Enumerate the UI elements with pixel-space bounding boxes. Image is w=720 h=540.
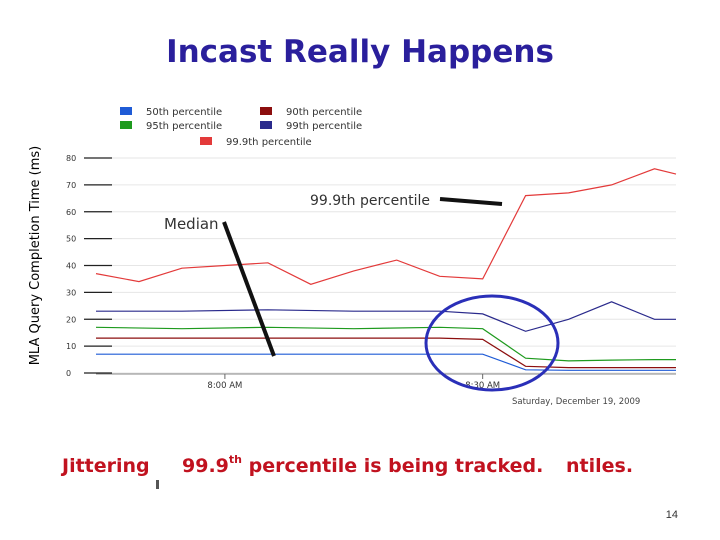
annotation-median: Median [164,215,219,233]
legend-swatch [260,107,272,115]
x-tick-label: 8:30 AM [465,381,500,391]
x-tick-label: 8:00 AM [207,381,242,391]
caption-rest: percentile is being tracked. [241,455,544,477]
highlight-ellipse [424,294,560,392]
caption-number: 99.9 [182,455,229,477]
slide-title: Incast Really Happens [166,34,554,70]
caption-part-1: Jittering [62,455,150,477]
legend-swatch [120,121,132,129]
y-tick-label: 70 [66,181,76,190]
legend-label: 90th percentile [286,107,362,118]
legend-swatch [260,121,272,129]
legend: 50th percentile 90th percentile 95th perce… [120,107,362,148]
series-lines [95,168,677,371]
y-tick-label: 10 [66,342,76,351]
series-line-99-9th-percentile [95,168,677,285]
y-tick-label: 20 [66,315,76,324]
annotations: 99.9th percentile Median [164,193,560,392]
y-tick-label: 80 [66,154,76,163]
legend-label: 95th percentile [146,121,222,132]
grid [86,157,676,375]
series-line-99th-percentile [96,301,676,332]
pointer-line-median [222,221,276,357]
x-ticks: 8:00 AM 8:30 AM [207,374,500,391]
caption-superscript: th [228,453,242,466]
legend-label: 99.9th percentile [226,137,312,148]
caption-part-2: 99.9th percentile is being tracked. [182,453,544,485]
y-ticks: 0 10 20 30 40 50 60 70 80 [66,154,112,378]
legend-label: 99th percentile [286,121,362,132]
annotation-99-9th-percentile: 99.9th percentile [310,193,430,209]
date-label: Saturday, December 19, 2009 [512,397,640,407]
y-tick-label: 0 [66,369,71,378]
y-tick-label: 60 [66,208,76,217]
y-tick-label: 40 [66,262,76,271]
y-tick-label: 30 [66,288,76,297]
caption-part-3: ntiles. [566,455,634,477]
pointer-line-99-9th [439,197,503,206]
series-line-90th-percentile [96,337,676,369]
series-line-50th-percentile [96,353,676,371]
y-tick-label: 50 [66,235,76,244]
series-line-95th-percentile [95,326,676,362]
stray-mark [156,480,159,489]
legend-swatch [200,137,212,145]
legend-swatch [120,107,132,115]
legend-label: 50th percentile [146,107,222,118]
page-number: 14 [665,509,678,521]
